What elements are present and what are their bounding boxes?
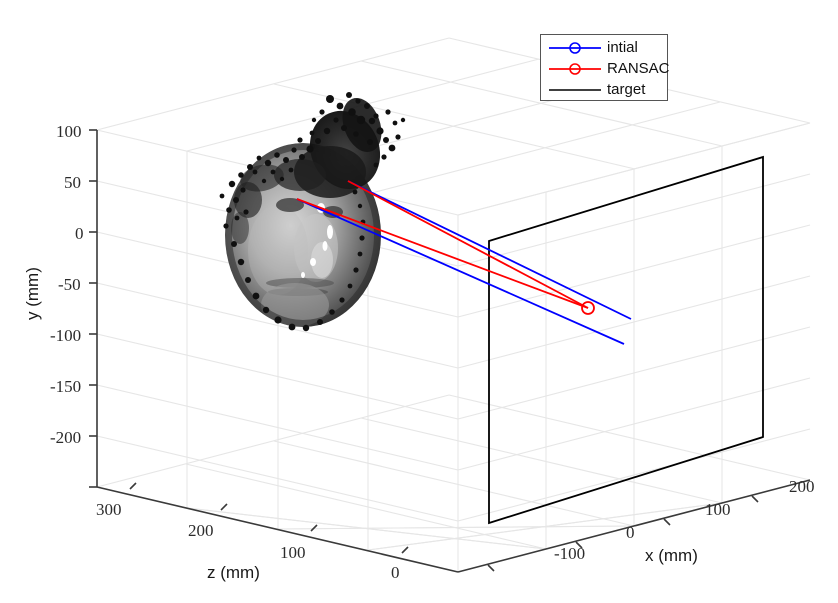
legend-label-target: target (607, 81, 646, 98)
legend-entry-target[interactable]: target (541, 79, 667, 101)
x-tick-label-3: 200 (789, 477, 815, 496)
line-series-ransac (296, 180, 595, 315)
grid-right-wall (457, 146, 811, 572)
legend-entry-intial[interactable]: intial (541, 37, 667, 59)
y-tick-label-6: -200 (50, 428, 82, 447)
legend[interactable]: intial RANSAC target (540, 34, 670, 101)
z-tick-label-3: 0 (391, 563, 400, 582)
legend-entry-ransac[interactable]: RANSAC (541, 58, 670, 80)
y-tick-label-3: -50 (58, 275, 81, 294)
axis-ticks (89, 129, 759, 572)
z-axis-title: z (mm) (207, 563, 260, 582)
x-axis-title: x (mm) (645, 546, 698, 565)
grid-top-plane (96, 37, 811, 216)
target-plane (488, 155, 764, 525)
y-tick-label-0: 100 (56, 122, 82, 141)
legend-sample-intial (549, 42, 601, 54)
x-tick-label-1: 0 (626, 523, 635, 542)
legend-label-intial: intial (607, 39, 638, 56)
z-tick-label-1: 200 (188, 521, 214, 540)
z-tick-label-2: 100 (280, 543, 306, 562)
ransac-intersection-marker (581, 301, 595, 315)
grid-floor-plane (96, 394, 811, 573)
x-tick-label-2: 100 (705, 500, 731, 519)
z-tick-label-0: 300 (96, 500, 122, 519)
point-cloud-face (219, 92, 406, 332)
x-tick-label-0: -100 (554, 544, 586, 563)
legend-sample-ransac (549, 63, 601, 75)
y-tick-label-5: -150 (50, 377, 82, 396)
y-tick-label-1: 50 (64, 173, 81, 192)
legend-sample-target (549, 89, 601, 91)
y-axis-title: y (mm) (23, 267, 42, 320)
y-tick-label-4: -100 (50, 326, 82, 345)
line-series-intial (296, 180, 632, 345)
axis-lines (96, 130, 811, 573)
legend-label-ransac: RANSAC (607, 60, 670, 77)
y-tick-label-2: 0 (75, 224, 84, 243)
